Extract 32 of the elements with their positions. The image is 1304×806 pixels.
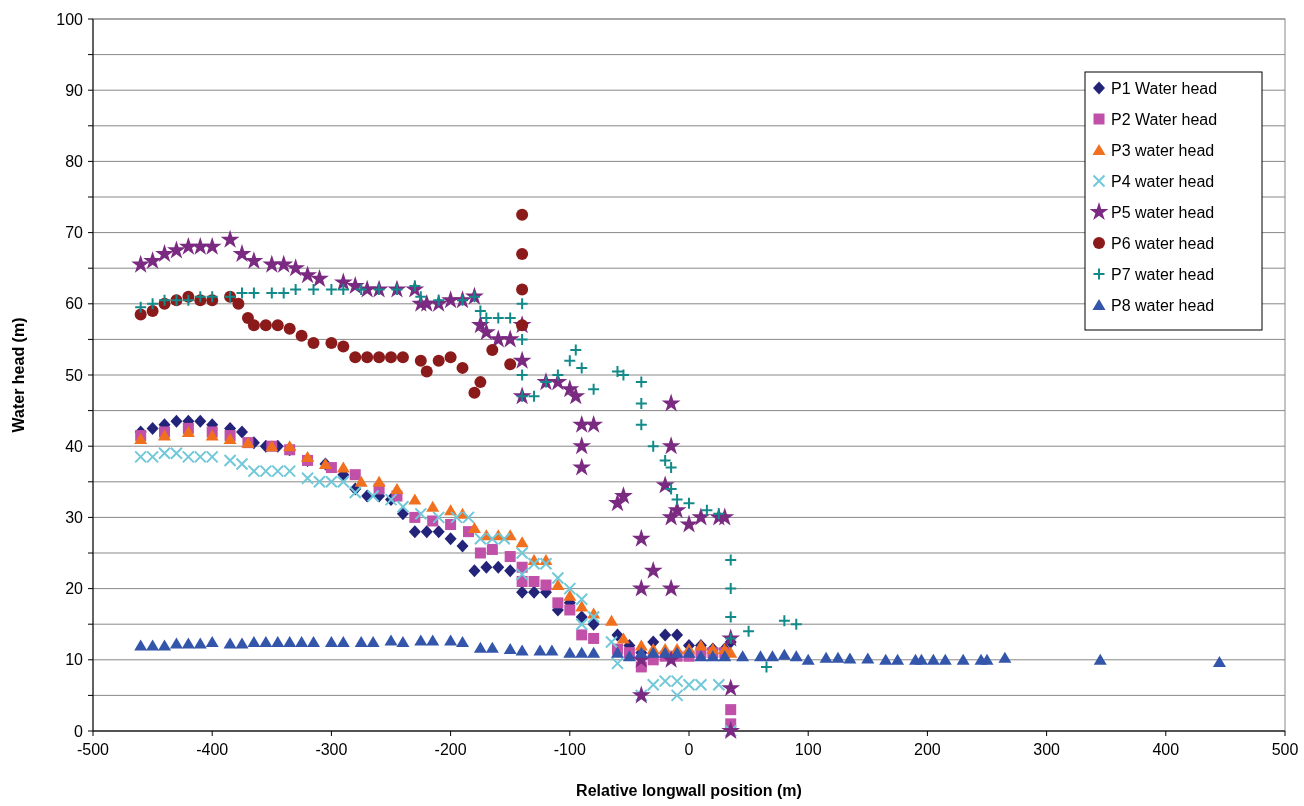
x-axis-title: Relative longwall position (m) xyxy=(576,782,802,799)
legend-label: P6 water head xyxy=(1111,234,1215,252)
x-tick-label: 200 xyxy=(914,741,941,758)
y-tick-label: 0 xyxy=(74,722,84,740)
x-tick-label: 500 xyxy=(1271,741,1299,758)
y-tick-label: 90 xyxy=(65,81,84,99)
legend-label: P7 water head xyxy=(1111,265,1215,283)
y-tick-label: 20 xyxy=(65,580,84,598)
y-tick-label: 10 xyxy=(65,651,84,669)
y-axis-title: Water head (m) xyxy=(10,317,27,433)
legend-label: P4 water head xyxy=(1111,172,1215,190)
y-tick-label: 30 xyxy=(65,509,84,526)
y-tick-label: 70 xyxy=(65,224,84,242)
x-tick-label: 100 xyxy=(794,741,822,758)
y-tick-label: 80 xyxy=(65,153,84,170)
y-tick-label: 100 xyxy=(56,10,84,28)
legend-label: P1 Water head xyxy=(1111,79,1218,97)
y-tick-label: 40 xyxy=(65,437,84,455)
legend-label: P5 water head xyxy=(1111,203,1215,221)
x-tick-label: 0 xyxy=(684,741,694,758)
legend-label: P3 water head xyxy=(1111,141,1215,159)
x-tick-label: -300 xyxy=(315,741,348,758)
x-tick-label: -400 xyxy=(196,741,229,758)
x-tick-label: -100 xyxy=(553,741,586,758)
legend-label: P2 Water head xyxy=(1111,110,1218,128)
x-tick-label: 300 xyxy=(1033,741,1061,758)
x-tick-label: 400 xyxy=(1152,741,1180,758)
legend-label: P8 water head xyxy=(1111,296,1215,314)
y-tick-label: 50 xyxy=(65,366,84,384)
y-tick-label: 60 xyxy=(65,295,84,313)
x-tick-label: -200 xyxy=(434,741,467,758)
x-tick-label: -500 xyxy=(76,741,110,758)
